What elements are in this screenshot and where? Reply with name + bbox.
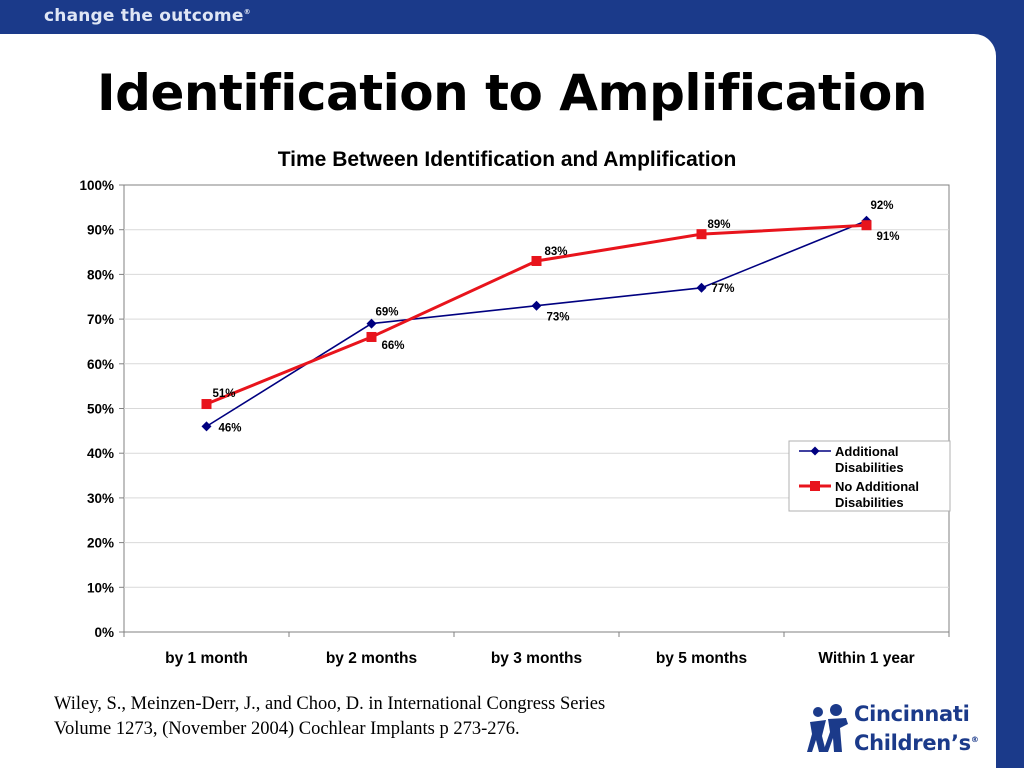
logo-line-1: Cincinnati [854,702,979,727]
citation: Wiley, S., Meinzen-Derr, J., and Choo, D… [54,692,605,742]
tagline-registered-mark: ® [244,8,251,16]
data-label: 77% [712,283,735,295]
family-figures-icon [806,702,850,756]
top-banner: change the outcome® [0,0,1024,34]
data-label: 92% [871,200,894,212]
y-tick-label: 0% [94,625,114,640]
legend-label: Disabilities [835,495,904,510]
y-tick-label: 30% [87,491,114,506]
tagline-text: change the outcome [44,6,244,26]
data-label: 66% [382,340,405,352]
legend-label: Disabilities [835,460,904,475]
y-tick-label: 40% [87,446,114,461]
y-tick-label: 100% [79,178,114,193]
data-point [532,256,542,266]
y-tick-label: 20% [87,536,114,551]
data-label: 69% [376,307,399,319]
data-point [697,229,707,239]
slide-title: Identification to Amplification [0,64,1024,122]
legend-label: No Additional [835,479,919,494]
cincinnati-childrens-logo: Cincinnati Children’s® [806,702,996,760]
data-label: 51% [213,388,236,400]
y-tick-label: 50% [87,402,114,417]
data-label: 73% [547,312,570,324]
logo-registered-mark: ® [971,735,979,744]
x-tick-label: by 5 months [656,650,747,667]
x-tick-label: by 3 months [491,650,582,667]
logo-line-2: Children’s® [854,727,979,756]
line-chart: 0% 10% 20% 30% 40% 50% 60% 70% 80% 90% 100% by 1 mo… [0,170,1000,680]
data-label: 91% [877,231,900,243]
logo-line-2-text: Children’s [854,731,971,755]
citation-line-2: Volume 1273, (November 2004) Cochlear Im… [54,717,605,742]
tagline: change the outcome® [44,6,251,26]
y-tick-label: 90% [87,223,114,238]
data-point [862,220,872,230]
x-tick-label: Within 1 year [818,650,914,667]
data-label: 83% [545,246,568,258]
data-point [202,399,212,409]
y-tick-label: 70% [87,312,114,327]
y-tick-label: 60% [87,357,114,372]
y-tick-label: 10% [87,580,114,595]
data-label: 46% [219,422,242,434]
y-tick-label: 80% [87,267,114,282]
citation-line-1: Wiley, S., Meinzen-Derr, J., and Choo, D… [54,692,605,717]
x-tick-label: by 1 month [165,650,248,667]
logo-wordmark: Cincinnati Children’s® [854,702,979,756]
x-tick-label: by 2 months [326,650,417,667]
legend-label: Additional [835,444,899,459]
data-label: 89% [708,219,731,231]
legend-swatch-marker [810,481,820,491]
data-point [367,332,377,342]
chart-title: Time Between Identification and Amplific… [0,148,1014,172]
